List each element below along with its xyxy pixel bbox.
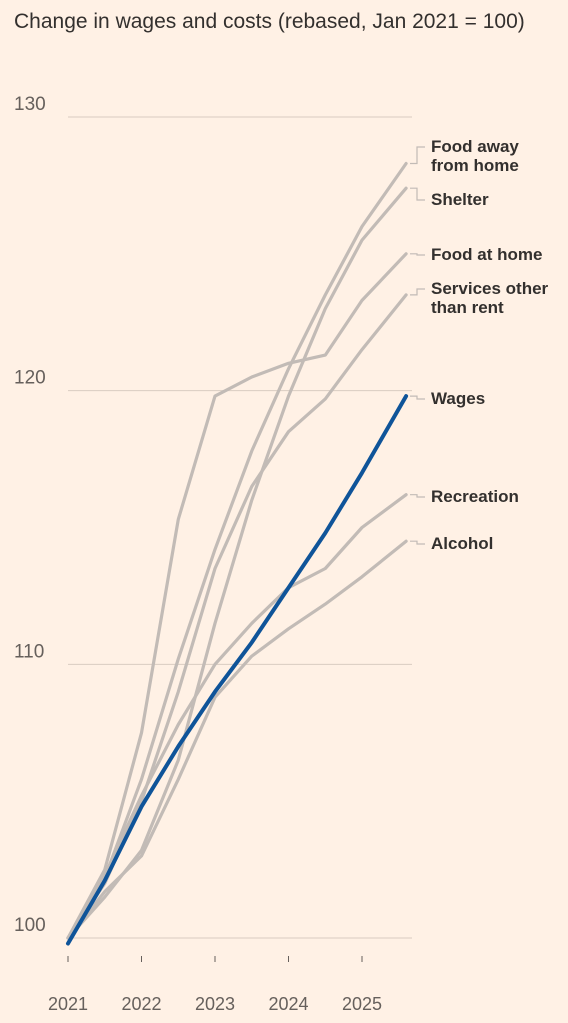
series-line-food-away-from-home <box>66 161 408 940</box>
label-leader <box>410 146 425 165</box>
series-labels: Food away from home Shelter Food at home Ser… <box>410 137 549 553</box>
label-leader <box>410 288 425 296</box>
y-tick-label: 110 <box>14 641 44 662</box>
y-tick-label: 100 <box>14 915 46 936</box>
series-label: Food at home <box>431 245 542 264</box>
series-line-food-at-home <box>66 252 408 940</box>
series-line-alcohol <box>66 539 408 940</box>
highlight-series-line <box>66 394 409 946</box>
x-tick-label: 2021 <box>48 994 88 1014</box>
y-tick-label: 130 <box>14 94 46 115</box>
series-lines <box>66 161 408 940</box>
x-tick-label: 2024 <box>268 994 308 1014</box>
chart-title: Change in wages and costs (rebased, Jan … <box>14 10 525 33</box>
series-label: Alcohol <box>431 534 493 553</box>
label-leader <box>410 540 425 545</box>
series-label: Wages <box>431 389 485 408</box>
label-leader <box>410 395 425 400</box>
gridlines: 100 110 120 130 <box>14 94 412 939</box>
series-line-shelter <box>66 186 408 940</box>
series-label: Shelter <box>431 190 489 209</box>
x-tick-label: 2025 <box>342 994 382 1014</box>
series-label: Services other than rent <box>431 279 549 317</box>
x-axis: 2021 2022 2023 2024 2025 <box>48 956 382 1014</box>
series-label: Recreation <box>431 487 519 506</box>
series-label: Food away from home <box>431 137 519 175</box>
x-tick-label: 2022 <box>121 994 161 1014</box>
label-leader <box>410 494 425 498</box>
series-line-recreation <box>66 493 408 940</box>
x-tick-label: 2023 <box>195 994 235 1014</box>
label-leader <box>410 253 425 256</box>
series-line-wages <box>66 394 409 946</box>
y-tick-label: 120 <box>14 368 46 389</box>
label-leader <box>410 187 425 201</box>
